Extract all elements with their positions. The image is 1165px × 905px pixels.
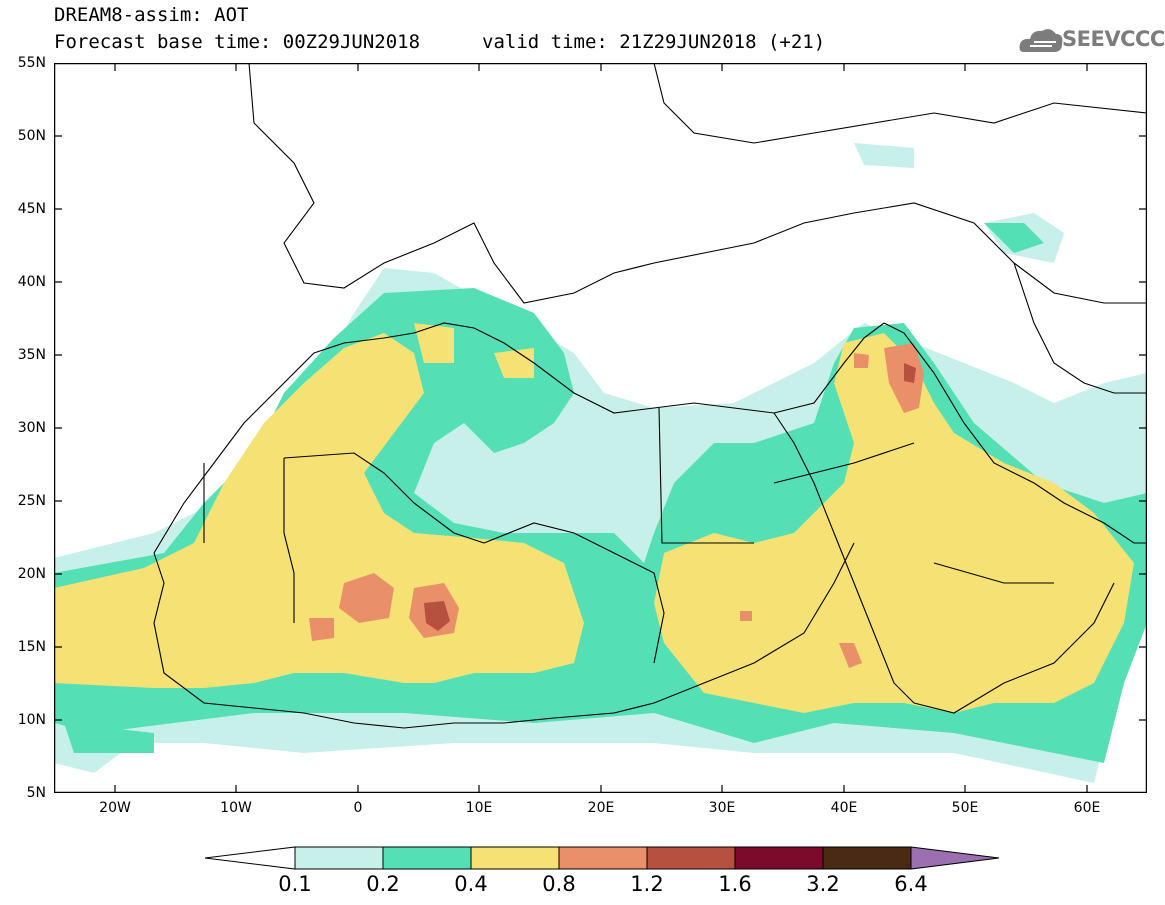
lat-label-40n: 40N (17, 274, 46, 290)
colorbar-seg-4 (558, 846, 648, 870)
lat-label-55n: 55N (17, 55, 46, 71)
lon-label-10e: 10E (465, 800, 493, 816)
legend-label-6.4: 6.4 (894, 872, 928, 896)
lat-label-10n: 10N (17, 712, 46, 728)
lat-label-5n: 5N (26, 785, 46, 801)
colorbar-seg-5 (646, 846, 736, 870)
legend-label-1.6: 1.6 (718, 872, 752, 896)
legend-label-0.4: 0.4 (454, 872, 488, 896)
map-title: DREAM8-assim: AOT (54, 4, 249, 26)
legend-label-1.2: 1.2 (630, 872, 664, 896)
lon-label-20e: 20E (587, 800, 615, 816)
lon-label-50e: 50E (951, 800, 979, 816)
axis-ticks (54, 63, 1147, 793)
lat-label-25n: 25N (17, 493, 46, 509)
colorbar-seg-6 (734, 846, 824, 870)
legend-label-0.8: 0.8 (542, 872, 576, 896)
legend-label-3.2: 3.2 (806, 872, 840, 896)
legend-label-0.1: 0.1 (278, 872, 312, 896)
aot-band-1.2 (424, 363, 916, 631)
lon-label-10w: 10W (220, 800, 252, 816)
forecast-base-time: Forecast base time: 00Z29JUN2018 (54, 31, 421, 53)
coastlines (153, 63, 1147, 729)
lon-label-0: 0 (353, 800, 363, 816)
lat-label-15n: 15N (17, 639, 46, 655)
colorbar-seg-3 (470, 846, 560, 870)
valid-time: valid time: 21Z29JUN2018 (+21) (482, 31, 826, 53)
colorbar-min-arrow (205, 846, 296, 870)
lon-label-30e: 30E (708, 800, 736, 816)
lat-label-45n: 45N (17, 201, 46, 217)
colorbar-max-arrow (910, 846, 1000, 870)
lat-label-30n: 30N (17, 420, 46, 436)
colorbar-seg-2 (382, 846, 472, 870)
legend-label-0.2: 0.2 (366, 872, 400, 896)
colorbar-seg-1 (294, 846, 384, 870)
cloud-logo-icon (1019, 29, 1063, 52)
colorbar-seg-7 (822, 846, 912, 870)
lat-label-50n: 50N (17, 128, 46, 144)
lat-label-35n: 35N (17, 347, 46, 363)
lon-label-60e: 60E (1073, 800, 1101, 816)
aot-map (54, 63, 1147, 793)
logo-text: SEEVCCC (1062, 27, 1165, 51)
aot-colorbar (205, 846, 1000, 870)
lon-label-20w: 20W (99, 800, 131, 816)
lat-label-20n: 20N (17, 566, 46, 582)
lon-label-40e: 40E (830, 800, 858, 816)
